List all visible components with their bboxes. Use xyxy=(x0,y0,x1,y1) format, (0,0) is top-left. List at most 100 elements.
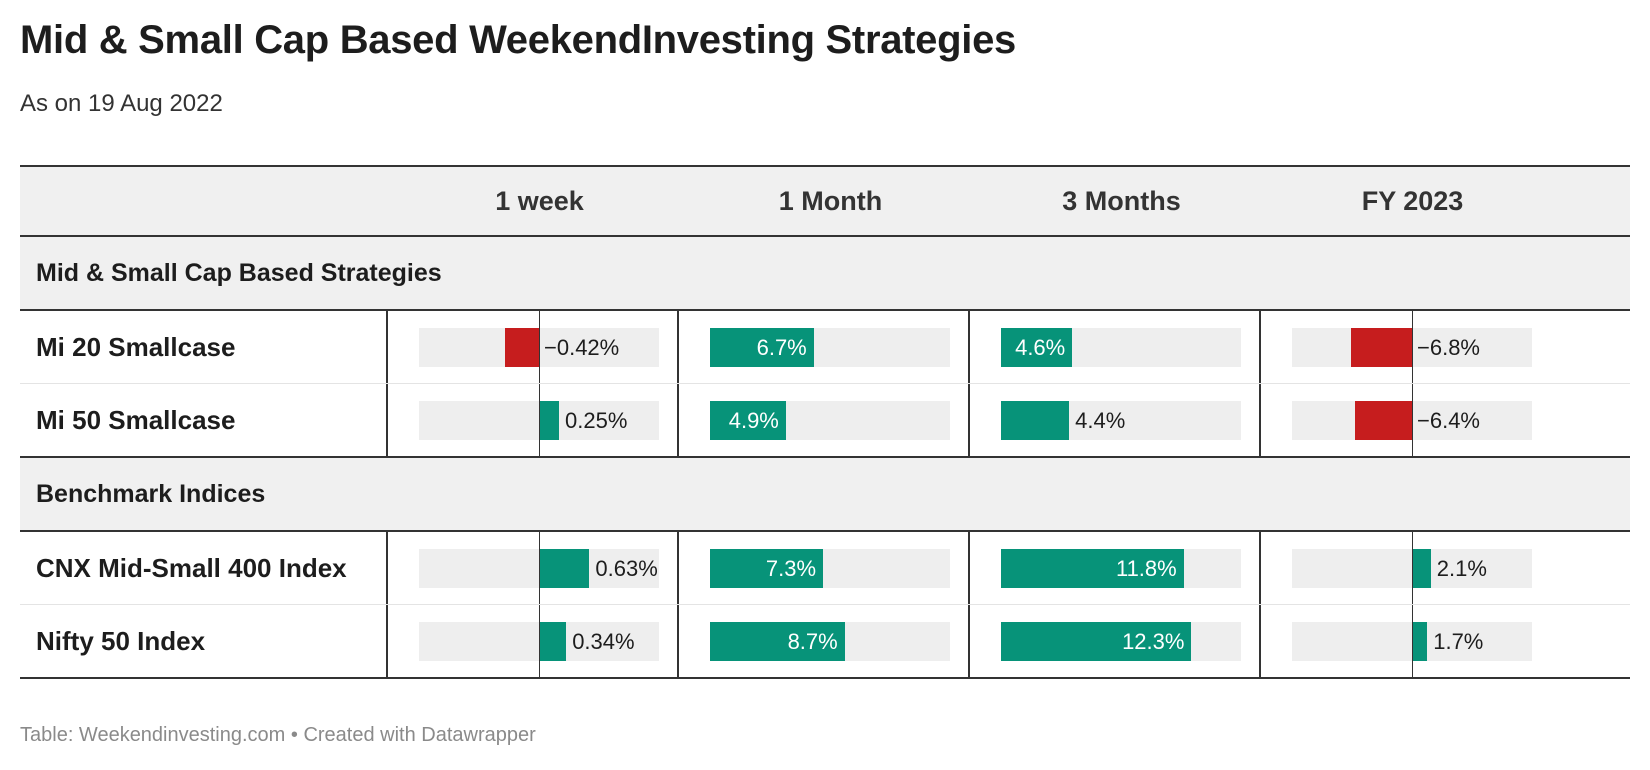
group-label: Benchmark Indices xyxy=(36,480,266,508)
value-cell: 4.4% xyxy=(969,384,1274,456)
column-header-1-month: 1 Month xyxy=(778,186,883,216)
column-separator xyxy=(968,311,970,383)
bar-track: 8.7% xyxy=(710,622,950,661)
value-bar xyxy=(1354,401,1412,440)
value-cell: −6.4% xyxy=(1260,384,1565,456)
value-cell: 1.7% xyxy=(1260,605,1565,677)
value-bar xyxy=(539,549,590,588)
column-header-3-months: 3 Months xyxy=(1062,186,1181,216)
value-label: 0.34% xyxy=(572,629,635,654)
value-bar xyxy=(1412,549,1431,588)
value-cell: 4.9% xyxy=(678,384,983,456)
bar-track: 0.25% xyxy=(419,384,659,456)
zero-axis-line xyxy=(539,311,540,383)
performance-table: 1 week 1 Month 3 Months FY 2023 Mid & Sm… xyxy=(20,165,1630,679)
bar-track: 12.3% xyxy=(1001,622,1241,661)
value-bar xyxy=(505,328,539,367)
chart-title: Mid & Small Cap Based WeekendInvesting S… xyxy=(20,18,1016,62)
table-row: Mi 20 Smallcase −0.42% 6.7% 4.6% −6.8% xyxy=(20,311,1630,384)
column-separator xyxy=(968,605,970,677)
column-separator xyxy=(677,532,679,604)
bar-track: 0.34% xyxy=(419,605,659,677)
table-header: 1 week 1 Month 3 Months FY 2023 xyxy=(20,165,1630,237)
bar-track: 7.3% xyxy=(710,549,950,588)
bar-track: 0.63% xyxy=(419,532,659,604)
group-label: Mid & Small Cap Based Strategies xyxy=(36,259,442,287)
column-separator xyxy=(1259,384,1261,456)
row-name: Mi 20 Smallcase xyxy=(36,332,236,362)
value-bar xyxy=(539,401,559,440)
bar-track: 4.4% xyxy=(1001,401,1241,440)
column-separator xyxy=(386,311,388,383)
value-label: 12.3% xyxy=(1122,629,1185,654)
value-bar xyxy=(1001,549,1184,588)
value-label: 8.7% xyxy=(787,629,838,654)
value-cell: 0.25% xyxy=(387,384,692,456)
column-separator xyxy=(1259,605,1261,677)
value-label: −6.8% xyxy=(1417,335,1480,360)
value-label: 4.6% xyxy=(1015,335,1066,360)
value-cell: −0.42% xyxy=(387,311,692,383)
group-header-strategies: Mid & Small Cap Based Strategies xyxy=(20,237,1630,311)
value-bar xyxy=(1001,401,1070,440)
chart-footer: Table: Weekendinvesting.com • Created wi… xyxy=(20,724,536,746)
zero-axis-line xyxy=(1412,532,1413,604)
value-cell: 7.3% xyxy=(678,532,983,604)
value-bar xyxy=(539,622,567,661)
value-cell: 4.6% xyxy=(969,311,1274,383)
column-separator xyxy=(677,311,679,383)
bar-track: 6.7% xyxy=(710,328,950,367)
value-label: 6.7% xyxy=(756,335,807,360)
table-row: Nifty 50 Index 0.34% 8.7% 12.3% 1.7% xyxy=(20,605,1630,679)
value-cell: −6.8% xyxy=(1260,311,1565,383)
value-label: 0.63% xyxy=(595,556,658,581)
column-separator xyxy=(677,384,679,456)
bar-track: −6.4% xyxy=(1292,384,1532,456)
row-name: Nifty 50 Index xyxy=(36,626,206,656)
column-separator xyxy=(968,532,970,604)
value-label: 7.3% xyxy=(765,556,817,581)
value-cell: 8.7% xyxy=(678,605,983,677)
bar-track: −0.42% xyxy=(419,311,659,383)
table-row: CNX Mid-Small 400 Index 0.63% 7.3% 11.8% 2.… xyxy=(20,532,1630,605)
bar-track: 11.8% xyxy=(1001,549,1241,588)
chart-subtitle: As on 19 Aug 2022 xyxy=(20,90,223,117)
column-separator xyxy=(1259,532,1261,604)
value-label: 1.7% xyxy=(1433,629,1484,654)
value-bar xyxy=(1351,328,1412,367)
zero-axis-line xyxy=(1412,384,1413,456)
value-bar xyxy=(710,401,786,440)
bar-track: 2.1% xyxy=(1292,532,1532,604)
table-row: Mi 50 Smallcase 0.25% 4.9% 4.4% −6.4% xyxy=(20,384,1630,458)
bar-track: 4.6% xyxy=(1001,328,1241,367)
zero-axis-line xyxy=(539,384,540,456)
column-separator xyxy=(386,532,388,604)
bar-track: −6.8% xyxy=(1292,311,1532,383)
value-bar xyxy=(710,549,824,588)
value-bar xyxy=(1001,328,1073,367)
value-cell: 0.63% xyxy=(387,532,692,604)
value-label: 2.1% xyxy=(1436,556,1487,581)
row-name: CNX Mid-Small 400 Index xyxy=(36,553,347,583)
column-separator xyxy=(1259,311,1261,383)
column-separator xyxy=(386,384,388,456)
value-cell: 2.1% xyxy=(1260,532,1565,604)
row-name: Mi 50 Smallcase xyxy=(36,405,236,435)
column-header-fy-2023: FY 2023 xyxy=(1361,186,1464,216)
value-label: 11.8% xyxy=(1115,556,1177,581)
value-cell: 11.8% xyxy=(969,532,1274,604)
column-separator xyxy=(677,605,679,677)
zero-axis-line xyxy=(1412,311,1413,383)
group-header-benchmarks: Benchmark Indices xyxy=(20,458,1630,532)
zero-axis-line xyxy=(539,532,540,604)
zero-axis-line xyxy=(1412,605,1413,677)
value-label: −0.42% xyxy=(544,335,620,360)
value-label: 0.25% xyxy=(565,408,628,433)
column-header-1-week: 1 week xyxy=(495,186,584,216)
value-label: 4.4% xyxy=(1075,408,1126,433)
value-label: −6.4% xyxy=(1417,408,1480,433)
value-cell: 6.7% xyxy=(678,311,983,383)
value-bar xyxy=(710,622,845,661)
zero-axis-line xyxy=(539,605,540,677)
value-bar xyxy=(1412,622,1428,661)
